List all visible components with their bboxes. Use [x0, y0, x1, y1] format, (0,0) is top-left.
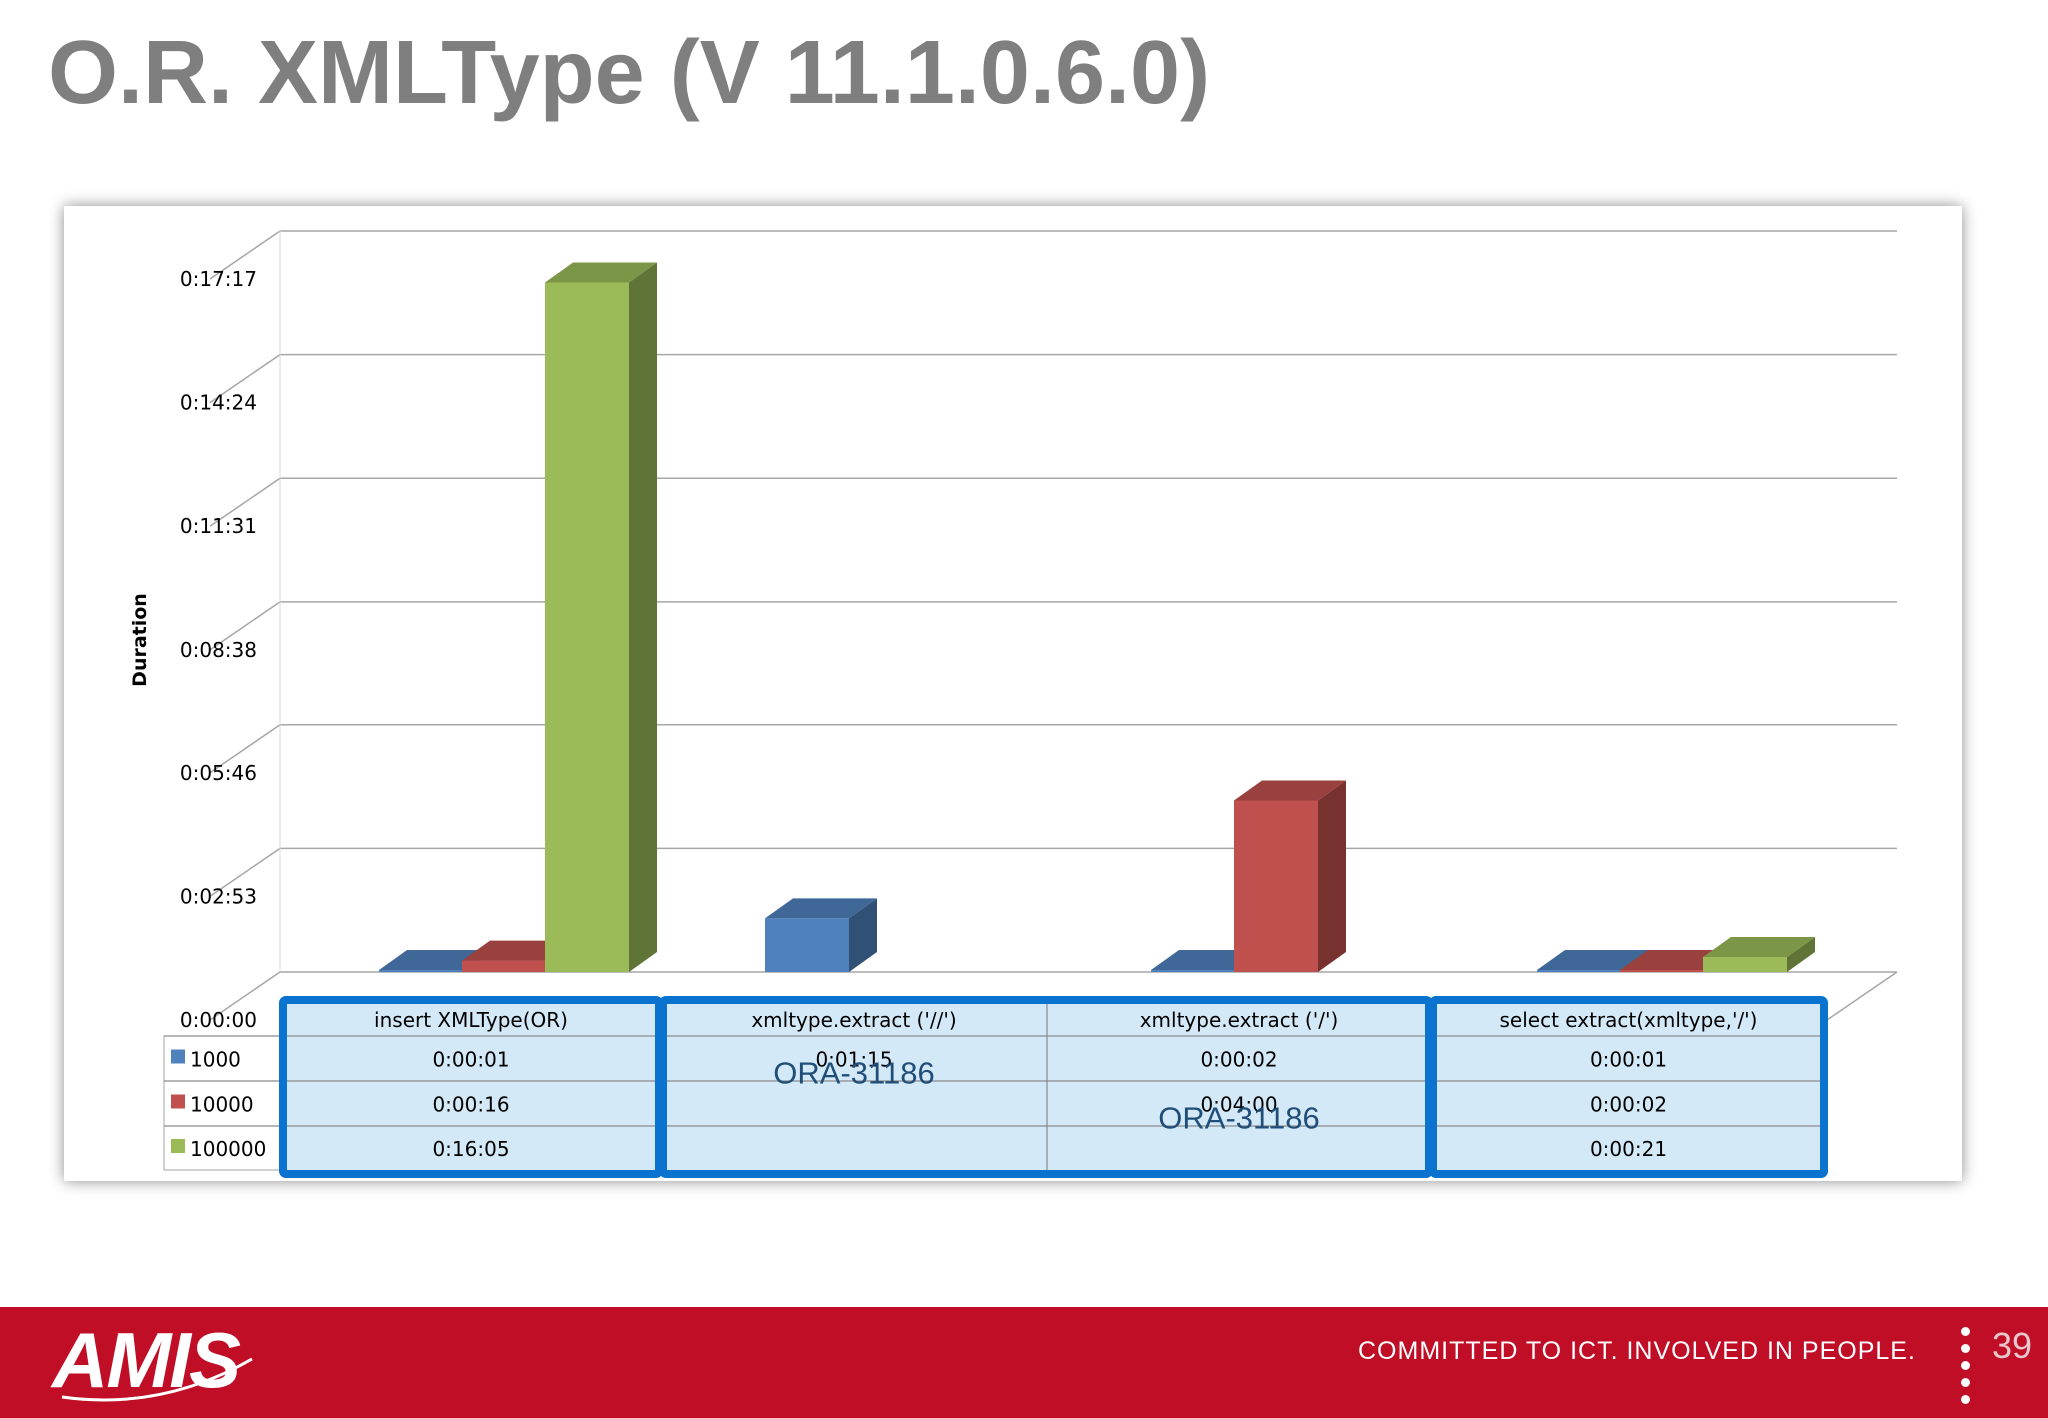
table-header-4: select extract(xmltype,'/') — [1500, 1008, 1758, 1032]
y-tick-label: 0:17:17 — [180, 267, 257, 291]
footer-tagline: COMMITTED TO ICT. INVOLVED IN PEOPLE. — [1358, 1337, 1916, 1365]
gridline-diagonal — [209, 354, 281, 404]
bar-series-10000 — [1620, 970, 1704, 972]
bar-series-100000 — [1703, 956, 1787, 972]
bar-top — [1703, 936, 1815, 957]
bar-series-10000 — [462, 960, 546, 972]
bar-series-1000 — [1151, 970, 1235, 972]
page-number: 39 — [1992, 1325, 2033, 1366]
table-cell-value: 0:00:21 — [1590, 1137, 1667, 1161]
dots-divider-icon — [1961, 1327, 1971, 1412]
bar-side — [849, 898, 877, 972]
gridline-diagonal — [209, 230, 281, 280]
table-cell-value: 0:04:00 — [1200, 1093, 1277, 1117]
gridline-diagonal — [209, 971, 281, 1021]
bar-top — [1537, 950, 1649, 970]
logo-swoosh-icon — [61, 1357, 253, 1402]
table-cell-value: 0:01:15 — [815, 1048, 892, 1072]
gridline-diagonal — [209, 724, 281, 774]
y-tick-label: 0:14:24 — [180, 391, 257, 415]
legend-swatch-10000 — [171, 1094, 185, 1109]
bar-series-10000 — [1234, 800, 1318, 972]
table-cell-value: 0:00:01 — [1590, 1048, 1667, 1072]
floor-edge — [1826, 971, 1898, 1021]
data-table: insert XMLType(OR) xmltype.extract ('//')… — [163, 996, 1828, 1178]
y-axis-ticks: 0:00:00 0:02:53 0:05:46 0:08:38 0:11:31 0:14:… — [180, 267, 257, 1032]
bar-series-1000 — [1537, 970, 1621, 972]
table-cell-value: 0:00:01 — [432, 1048, 509, 1072]
y-tick-label: 0:00:00 — [180, 1008, 257, 1032]
table-cell-value: 0:00:16 — [432, 1093, 509, 1117]
legend-label: 10000 — [190, 1093, 254, 1117]
bar-series-1000 — [765, 918, 849, 972]
table-cell-value: 0:00:02 — [1200, 1048, 1277, 1072]
y-axis-label: Duration — [129, 593, 151, 687]
error-annotation: ORA-31186 — [773, 1056, 934, 1091]
legend-label: 1000 — [190, 1048, 241, 1072]
bar-top — [1234, 780, 1346, 801]
y-tick-label: 0:02:53 — [180, 884, 257, 908]
chart-panel: 0:00:00 0:02:53 0:05:46 0:08:38 0:11:31 0:14:… — [64, 206, 1962, 1181]
gridline-diagonal — [209, 477, 281, 527]
bar-series-1000 — [379, 970, 463, 972]
bars — [379, 262, 1815, 972]
bar-side — [1318, 780, 1346, 972]
legend-label: 100000 — [190, 1137, 266, 1161]
footer-bar: AMIS COMMITTED TO ICT. INVOLVED IN PEOPL… — [0, 1307, 2048, 1418]
bar-side — [629, 262, 657, 972]
gridline-diagonal — [209, 601, 281, 651]
table-header-3: xmltype.extract ('/') — [1140, 1008, 1339, 1032]
gridline-diagonal — [209, 847, 281, 897]
table-header-1: insert XMLType(OR) — [374, 1008, 568, 1032]
legend-swatch-1000 — [171, 1049, 185, 1064]
y-tick-label: 0:11:31 — [180, 514, 257, 538]
table-highlight-frame — [1429, 996, 1828, 1178]
error-annotation: ORA-31186 — [1158, 1101, 1319, 1136]
bar-side — [1787, 936, 1815, 972]
data-table-bg — [281, 998, 1826, 1176]
legend-swatch-100000 — [171, 1139, 185, 1153]
bar-chart-3d: 0:00:00 0:02:53 0:05:46 0:08:38 0:11:31 0:14:… — [129, 230, 1898, 1178]
gridlines — [209, 230, 1898, 1021]
y-tick-label: 0:08:38 — [180, 638, 257, 662]
slide-title: O.R. XMLType (V 11.1.0.6.0) — [48, 23, 1211, 123]
y-tick-label: 0:05:46 — [180, 761, 257, 785]
bar-top — [545, 262, 657, 283]
table-header-2: xmltype.extract ('//') — [751, 1008, 956, 1032]
table-cell-value: 0:00:02 — [1590, 1093, 1667, 1117]
bar-series-100000 — [545, 282, 629, 972]
bar-top — [765, 898, 877, 919]
table-cell-value: 0:16:05 — [432, 1137, 509, 1161]
amis-logo: AMIS — [52, 1316, 241, 1404]
